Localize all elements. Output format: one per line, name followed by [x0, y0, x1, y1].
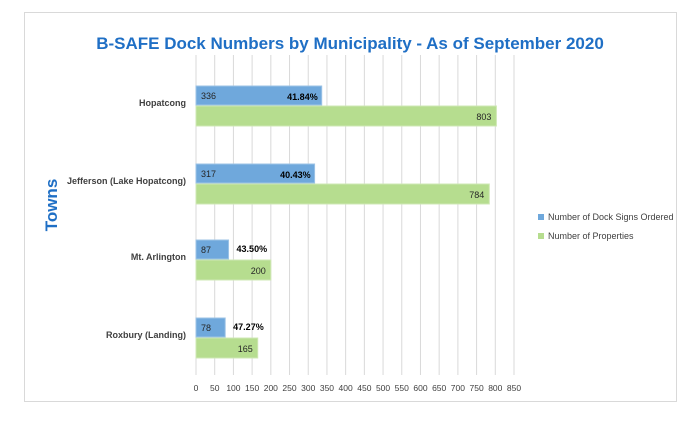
x-tick-label: 550	[395, 383, 409, 393]
x-tick-label: 450	[357, 383, 371, 393]
x-tick-label: 50	[210, 383, 220, 393]
y-tick-label: Mt. Arlington	[131, 252, 186, 262]
bar-properties	[195, 105, 497, 127]
y-tick-label: Hopatcong	[139, 98, 186, 108]
percent-label: 40.43%	[280, 170, 311, 180]
x-tick-label: 850	[507, 383, 521, 393]
data-label-properties: 784	[469, 190, 484, 200]
bar-signs-ordered	[195, 317, 226, 338]
x-tick-label: 300	[301, 383, 315, 393]
chart-title: B-SAFE Dock Numbers by Municipality - As…	[96, 34, 604, 53]
x-tick-label: 100	[226, 383, 240, 393]
x-tick-label: 700	[451, 383, 465, 393]
legend-swatch	[538, 214, 544, 220]
x-tick-label: 350	[320, 383, 334, 393]
data-label-signs: 336	[201, 91, 216, 101]
x-tick-label: 0	[194, 383, 199, 393]
bar-signs-ordered	[195, 85, 323, 106]
chart-frame	[24, 12, 677, 402]
data-label-signs: 78	[201, 323, 211, 333]
percent-label: 47.27%	[233, 322, 264, 332]
data-label-signs: 87	[201, 245, 211, 255]
bar-signs-ordered	[195, 163, 316, 184]
x-tick-label: 500	[376, 383, 390, 393]
x-tick-label: 400	[339, 383, 353, 393]
x-tick-label: 200	[264, 383, 278, 393]
data-label-signs: 317	[201, 169, 216, 179]
percent-label: 43.50%	[237, 244, 268, 254]
x-tick-label: 750	[469, 383, 483, 393]
legend-label: Number of Dock Signs Ordered	[548, 212, 674, 222]
data-label-properties: 200	[251, 266, 266, 276]
bar-properties	[195, 259, 272, 281]
bar-properties	[195, 183, 490, 205]
legend-item-signs: Number of Dock Signs Ordered	[538, 212, 674, 222]
y-tick-label: Jefferson (Lake Hopatcong)	[67, 176, 186, 186]
data-label-properties: 803	[476, 112, 491, 122]
x-tick-label: 250	[282, 383, 296, 393]
bar-properties	[195, 337, 259, 359]
percent-label: 41.84%	[287, 92, 318, 102]
legend-label: Number of Properties	[548, 231, 634, 241]
data-label-properties: 165	[238, 344, 253, 354]
x-tick-label: 800	[488, 383, 502, 393]
x-tick-label: 600	[413, 383, 427, 393]
legend-swatch	[538, 233, 544, 239]
bar-signs-ordered	[195, 239, 230, 260]
x-tick-label: 650	[432, 383, 446, 393]
legend-item-properties: Number of Properties	[538, 231, 634, 241]
y-tick-label: Roxbury (Landing)	[106, 330, 186, 340]
x-tick-label: 150	[245, 383, 259, 393]
